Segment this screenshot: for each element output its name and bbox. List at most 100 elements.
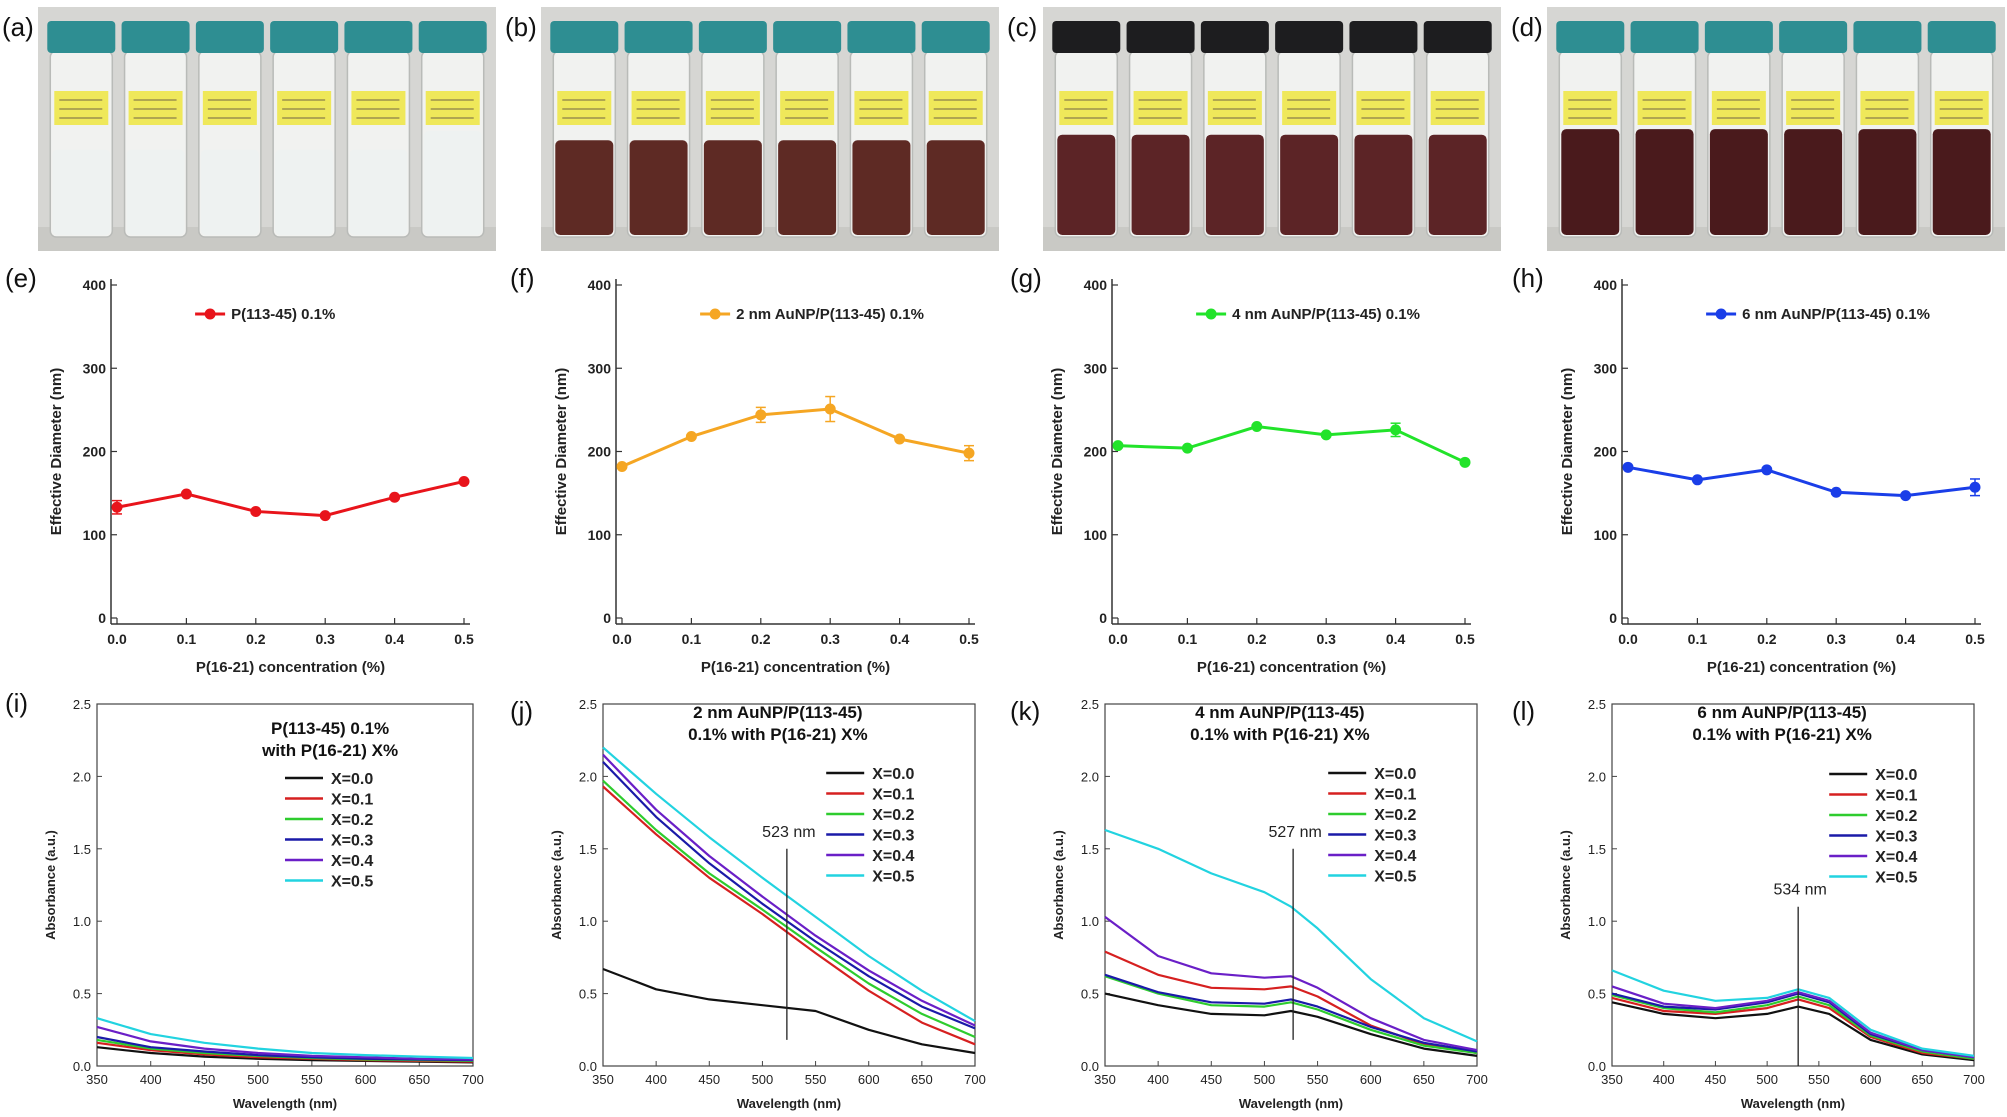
x-tick-label: 550 bbox=[301, 1072, 323, 1087]
legend-label: X=0.5 bbox=[872, 869, 914, 886]
x-axis-title: P(16-21) concentration (%) bbox=[1707, 659, 1896, 676]
x-tick-label: 650 bbox=[1413, 1072, 1435, 1087]
uv-chart: (i) 0.0 0.5 1.0 1.5 2.0 2.5 350 400 450 500 550 600 6… bbox=[5, 688, 484, 1111]
y-tick-label: 0.0 bbox=[73, 1059, 91, 1074]
y-tick-label: 200 bbox=[588, 444, 612, 460]
y-tick-label: 1.5 bbox=[1081, 842, 1099, 857]
vial-liquid bbox=[200, 149, 259, 235]
vial-label bbox=[854, 91, 909, 125]
legend-label: X=0.2 bbox=[331, 812, 373, 829]
y-tick-label: 400 bbox=[588, 277, 612, 293]
data-point bbox=[111, 501, 123, 513]
vial-label bbox=[1786, 91, 1841, 125]
vial-cap bbox=[624, 21, 693, 53]
y-tick-label: 2.0 bbox=[1081, 769, 1099, 784]
vial-liquid bbox=[275, 149, 334, 235]
y-tick-label: 1.0 bbox=[1081, 914, 1099, 929]
data-point bbox=[1622, 461, 1634, 473]
spectrum-line bbox=[96, 1025, 474, 1061]
vial-label bbox=[1860, 91, 1915, 125]
x-tick-label: 0.4 bbox=[890, 631, 910, 647]
legend-label: X=0.2 bbox=[1374, 807, 1416, 824]
legend-label: X=0.4 bbox=[1875, 849, 1917, 866]
data-point bbox=[1691, 474, 1703, 486]
vial-cap bbox=[1423, 21, 1492, 53]
legend-label: X=0.1 bbox=[1875, 788, 1917, 805]
x-axis-title: P(16-21) concentration (%) bbox=[1197, 659, 1386, 676]
vial-cap bbox=[1200, 21, 1269, 53]
y-tick-label: 0.0 bbox=[1588, 1059, 1606, 1074]
y-axis-title: Effective Diameter (nm) bbox=[48, 368, 65, 536]
x-tick-label: 650 bbox=[1911, 1072, 1933, 1087]
data-point bbox=[1320, 429, 1332, 441]
data-point bbox=[389, 491, 401, 503]
x-tick-label: 0.2 bbox=[1247, 631, 1267, 647]
vial-cap bbox=[1052, 21, 1121, 53]
spectrum-line bbox=[602, 967, 976, 1055]
x-tick-label: 700 bbox=[1963, 1072, 1985, 1087]
vial-cap bbox=[1779, 21, 1848, 53]
legend-label: P(113-45) 0.1% bbox=[231, 306, 335, 323]
spectrum-line bbox=[1104, 916, 1478, 1052]
vial-liquid bbox=[1858, 129, 1917, 235]
vial-cap bbox=[1853, 21, 1922, 53]
panel-label: (h) bbox=[1512, 263, 1544, 293]
y-tick-label: 2.5 bbox=[1588, 697, 1606, 712]
y-tick-label: 300 bbox=[83, 360, 107, 376]
x-tick-label: 0.4 bbox=[1896, 631, 1916, 647]
peak-annotation: 523 nm bbox=[762, 824, 815, 841]
legend-label: X=0.1 bbox=[1374, 787, 1416, 804]
y-tick-label: 2.5 bbox=[73, 697, 91, 712]
legend-label: X=0.4 bbox=[331, 853, 373, 870]
x-tick-label: 0.0 bbox=[612, 631, 632, 647]
dls-chart: (e) 0 100 200 300 400 0.0 0.1 0.2 0.3 0.4 0.5 P(16-2… bbox=[5, 263, 474, 676]
vial-liquid bbox=[1354, 134, 1413, 235]
data-point bbox=[963, 447, 975, 459]
data-point bbox=[1969, 481, 1981, 493]
x-axis-title: P(16-21) concentration (%) bbox=[701, 659, 890, 676]
vial-liquid bbox=[555, 140, 614, 235]
spectrum-line bbox=[602, 753, 976, 1027]
vial-liquid bbox=[1635, 129, 1694, 235]
y-tick-label: 100 bbox=[1594, 527, 1618, 543]
x-tick-label: 0.1 bbox=[682, 631, 702, 647]
vial-label bbox=[631, 91, 686, 125]
x-axis-title: Wavelength (nm) bbox=[737, 1096, 841, 1111]
x-tick-label: 0.4 bbox=[385, 631, 405, 647]
x-tick-label: 600 bbox=[1860, 1072, 1882, 1087]
y-tick-label: 400 bbox=[1084, 277, 1108, 293]
legend-label: X=0.3 bbox=[1374, 828, 1416, 845]
vial-label bbox=[277, 91, 332, 125]
y-axis-title: Effective Diameter (nm) bbox=[1559, 368, 1576, 536]
legend-label: X=0.5 bbox=[1374, 869, 1416, 886]
legend-label: X=0.2 bbox=[872, 807, 914, 824]
series-line bbox=[1117, 424, 1466, 464]
spectrum-line bbox=[602, 746, 976, 1023]
data-point bbox=[1900, 490, 1912, 502]
y-tick-label: 0 bbox=[1609, 610, 1617, 626]
vial-liquid bbox=[1205, 134, 1264, 235]
legend-label: X=0.1 bbox=[331, 792, 373, 809]
plot-title: 0.1% with P(16-21) X% bbox=[688, 725, 868, 744]
data-point bbox=[1390, 424, 1402, 436]
data-point bbox=[1459, 456, 1471, 468]
vial-cap bbox=[921, 21, 990, 53]
x-tick-label: 0.5 bbox=[1455, 631, 1475, 647]
x-tick-label: 700 bbox=[964, 1072, 986, 1087]
x-tick-label: 450 bbox=[1200, 1072, 1222, 1087]
spectrum-line bbox=[602, 779, 976, 1039]
series-line bbox=[621, 407, 970, 468]
legend-label: X=0.5 bbox=[331, 874, 373, 891]
vial-cap bbox=[1630, 21, 1699, 53]
vial-liquid bbox=[1561, 129, 1620, 235]
data-point bbox=[250, 505, 262, 517]
vial-liquid bbox=[1057, 134, 1116, 235]
y-tick-label: 0 bbox=[1099, 610, 1107, 626]
y-tick-label: 2.0 bbox=[1588, 769, 1606, 784]
vial-label bbox=[425, 91, 480, 125]
x-tick-label: 0.3 bbox=[820, 631, 840, 647]
y-tick-label: 2.5 bbox=[579, 697, 597, 712]
x-tick-label: 400 bbox=[140, 1072, 162, 1087]
legend-label: 4 nm AuNP/P(113-45) 0.1% bbox=[1232, 306, 1420, 323]
